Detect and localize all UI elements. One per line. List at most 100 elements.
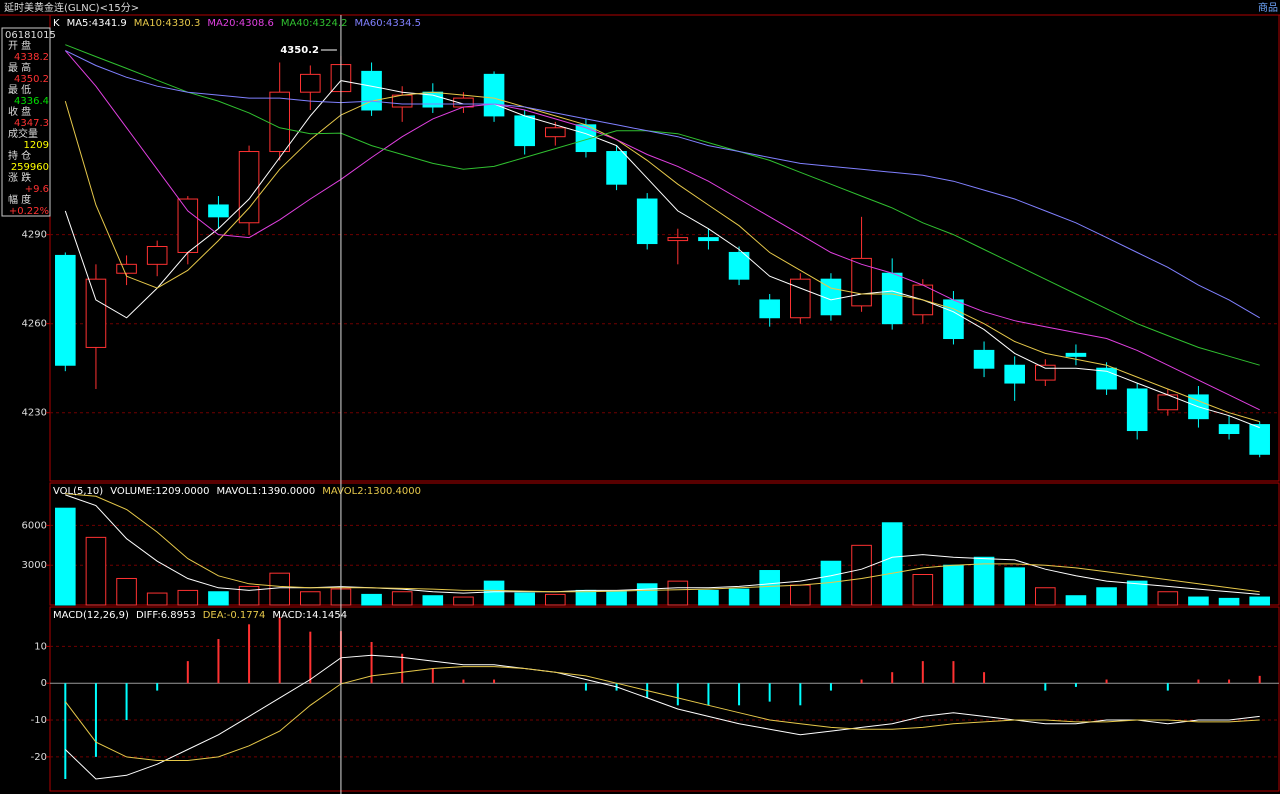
volume-bar xyxy=(300,591,321,606)
candle-body xyxy=(300,73,321,93)
series-line xyxy=(65,493,1260,593)
info-value: 4336.4 xyxy=(14,96,49,107)
legend-item: MA10:4330.3 xyxy=(134,18,201,29)
volume-bar xyxy=(1004,567,1025,606)
volume-bar xyxy=(943,564,964,606)
info-value: +9.6 xyxy=(25,184,49,195)
candle-body xyxy=(453,97,474,108)
info-label: 幅 度 xyxy=(8,193,31,206)
info-value: 4347.3 xyxy=(14,118,49,129)
candle-body xyxy=(514,115,535,147)
y-tick-label: 10 xyxy=(34,641,47,652)
candle-body xyxy=(208,204,229,218)
legend-item: MA20:4308.6 xyxy=(207,18,274,29)
candle-body xyxy=(973,349,995,369)
y-tick-label: 4290 xyxy=(22,230,47,241)
series-line xyxy=(65,50,1260,319)
y-tick-label: 4230 xyxy=(22,408,47,419)
volume-panel xyxy=(49,482,1280,606)
info-label: 最 高 xyxy=(8,61,31,74)
volume-bar xyxy=(1096,587,1117,606)
volume-bar xyxy=(759,570,780,606)
volume-bar xyxy=(208,591,229,606)
candle-body xyxy=(85,278,107,348)
candle-body xyxy=(238,151,260,224)
volume-bar xyxy=(1035,587,1056,606)
candle-body xyxy=(728,251,750,280)
candle-body xyxy=(790,278,811,319)
volume-bar xyxy=(790,584,811,606)
volume-bar xyxy=(912,574,934,606)
volume-bar xyxy=(606,591,627,606)
volume-bar xyxy=(636,583,658,606)
annotation: 4350.2 xyxy=(280,45,319,56)
info-label: 收 盘 xyxy=(8,105,31,118)
volume-bar xyxy=(575,589,597,606)
series-line xyxy=(65,44,1260,366)
candle-body xyxy=(1065,352,1087,357)
volume-bar xyxy=(269,572,290,606)
y-tick-label: 4260 xyxy=(22,319,47,330)
header-title: 延时美黄金连(GLNC)<15分> xyxy=(4,1,139,14)
volume-bar xyxy=(85,536,107,606)
volume-bar xyxy=(1188,596,1209,606)
volume-bar xyxy=(238,585,260,606)
candle-body xyxy=(545,127,566,138)
volume-bar xyxy=(453,596,474,606)
info-label: 持 仓 xyxy=(8,149,31,162)
volume-bar xyxy=(1126,580,1148,606)
series-line xyxy=(64,80,1260,429)
header-right[interactable]: 商品 xyxy=(1258,1,1278,14)
info-value: 4338.2 xyxy=(14,52,49,63)
candle-body xyxy=(177,198,199,253)
volume-bar xyxy=(973,556,995,606)
series-line xyxy=(65,494,1260,595)
candle-body xyxy=(269,91,290,153)
candle-body xyxy=(483,73,505,117)
volume-bar xyxy=(1065,595,1087,606)
info-date: 06181015 xyxy=(5,30,56,41)
volume-bar xyxy=(116,577,137,606)
candle-body xyxy=(851,257,872,307)
y-tick-label: -10 xyxy=(31,715,47,726)
y-tick-label: 6000 xyxy=(22,520,47,531)
series-line xyxy=(64,666,1260,761)
volume-bar xyxy=(1157,591,1179,606)
candle-body xyxy=(146,246,168,265)
volume-bar xyxy=(851,544,872,606)
legend-title: K xyxy=(53,18,60,29)
volume-bar xyxy=(422,595,444,606)
volume-bar xyxy=(514,592,535,606)
legend-item: MA60:4334.5 xyxy=(354,18,421,29)
info-value: 4350.2 xyxy=(14,74,49,85)
volume-bar xyxy=(146,592,168,606)
candle-body xyxy=(636,198,658,245)
series-line xyxy=(64,654,1260,780)
candle-body xyxy=(55,254,76,366)
candle-body xyxy=(606,151,627,185)
volume-bar xyxy=(1249,596,1270,606)
volume-bar xyxy=(483,580,505,606)
candle-body xyxy=(943,299,964,340)
candle-body xyxy=(698,237,719,242)
candle-body xyxy=(1004,364,1025,384)
y-tick-label: 0 xyxy=(41,678,47,689)
y-tick-label: 3000 xyxy=(22,560,47,571)
series-line xyxy=(64,91,1260,423)
candle-body xyxy=(1249,424,1270,455)
candle-body xyxy=(759,299,780,319)
volume-bar xyxy=(361,593,382,606)
legend-item: MAVOL2:1300.4000 xyxy=(322,486,421,497)
info-panel xyxy=(1,27,51,217)
legend-item: MA40:4324.2 xyxy=(281,18,348,29)
candle-body xyxy=(1218,424,1240,435)
volume-bar xyxy=(545,593,566,606)
macd-panel xyxy=(49,606,1280,792)
candle-body xyxy=(1126,388,1148,432)
candle-body xyxy=(1035,364,1056,381)
legend-item: DIFF:6.8953 xyxy=(136,610,196,621)
legend-item: MAVOL1:1390.0000 xyxy=(217,486,316,497)
volume-bar xyxy=(177,589,199,606)
